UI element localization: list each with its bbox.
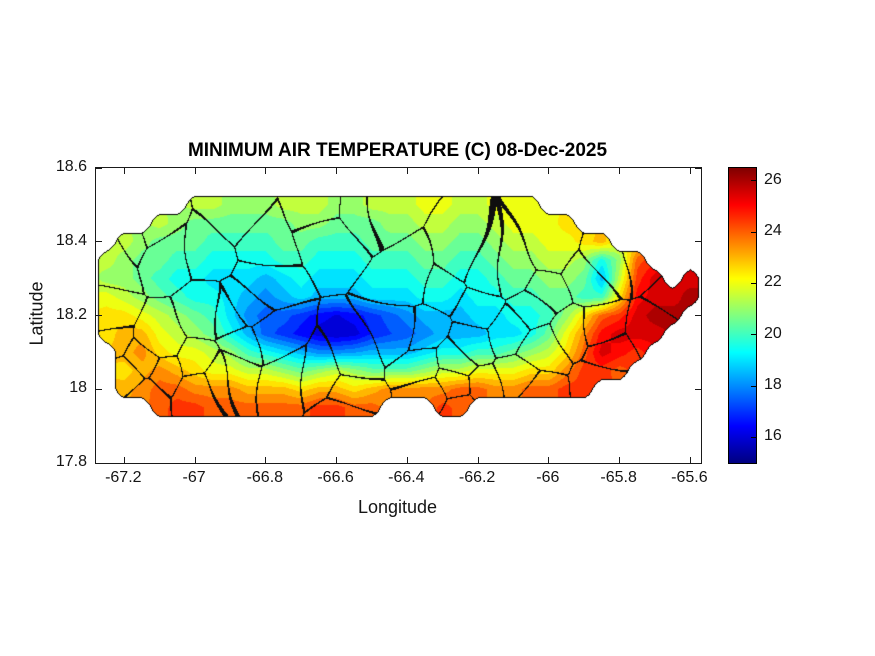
- y-tick-mark: [695, 241, 701, 243]
- x-tick-mark: [619, 457, 621, 463]
- x-tick-mark: [477, 457, 479, 463]
- colorbar-tick-mark: [751, 436, 756, 438]
- y-tick-mark: [695, 462, 701, 464]
- x-tick-mark: [689, 168, 691, 174]
- colorbar-tick-mark: [751, 385, 756, 387]
- colorbar-tick-mark: [751, 334, 756, 336]
- x-tick-label: -67.2: [105, 469, 142, 486]
- colorbar-tick-mark: [751, 231, 756, 233]
- x-tick-mark: [619, 168, 621, 174]
- colorbar-tick-label: 16: [764, 427, 782, 445]
- y-tick-mark: [96, 241, 102, 243]
- y-tick-mark: [695, 315, 701, 316]
- colorbar-tick-mark: [751, 282, 756, 284]
- colorbar: [728, 167, 757, 464]
- x-tick-mark: [548, 457, 550, 463]
- y-tick-mark: [96, 462, 102, 464]
- x-tick-mark: [548, 168, 550, 174]
- x-tick-label: -66.2: [458, 469, 496, 486]
- x-tick-mark: [194, 168, 196, 174]
- x-tick-mark: [265, 168, 267, 174]
- x-tick-label: -65.6: [671, 469, 708, 486]
- x-tick-label: -66.4: [388, 469, 425, 486]
- y-tick-mark: [695, 388, 701, 390]
- x-tick-mark: [336, 168, 338, 174]
- colorbar-tick-mark: [751, 180, 756, 182]
- colorbar-tick-label: 18: [764, 376, 782, 394]
- y-tick-label: 18.4: [55, 231, 87, 249]
- x-tick-label: -65.8: [600, 469, 637, 486]
- colorbar-tick-label: 20: [764, 324, 782, 342]
- x-tick-mark: [265, 457, 267, 463]
- colorbar-gradient: [729, 168, 756, 463]
- y-tick-label: 18.2: [55, 305, 87, 323]
- colorbar-tick-label: 24: [764, 222, 782, 240]
- x-tick-mark: [406, 457, 408, 463]
- y-tick-mark: [96, 315, 102, 316]
- x-tick-mark: [406, 168, 408, 174]
- x-tick-label: -66.6: [317, 469, 354, 486]
- chart-title: MINIMUM AIR TEMPERATURE (C) 08-Dec-2025: [187, 140, 608, 161]
- colorbar-tick-label: 22: [764, 273, 782, 291]
- x-tick-mark: [194, 457, 196, 463]
- y-tick-mark: [96, 167, 102, 169]
- plot-area: [95, 167, 702, 464]
- heatmap-canvas: [96, 168, 701, 463]
- x-tick-mark: [336, 457, 338, 463]
- y-tick-label: 17.8: [55, 453, 87, 470]
- x-axis-label: Longitude: [357, 497, 438, 517]
- y-tick-label: 18.6: [55, 158, 87, 175]
- y-tick-mark: [695, 167, 701, 169]
- y-tick-label: 18: [69, 379, 87, 397]
- x-tick-label: -67: [182, 469, 206, 486]
- x-tick-mark: [477, 168, 479, 174]
- x-tick-mark: [689, 457, 691, 463]
- x-tick-label: -66.8: [246, 469, 284, 486]
- y-tick-mark: [96, 388, 102, 390]
- x-tick-label: -66: [536, 469, 560, 486]
- x-tick-mark: [123, 457, 125, 463]
- x-tick-mark: [123, 168, 125, 174]
- colorbar-tick-label: 26: [764, 170, 782, 188]
